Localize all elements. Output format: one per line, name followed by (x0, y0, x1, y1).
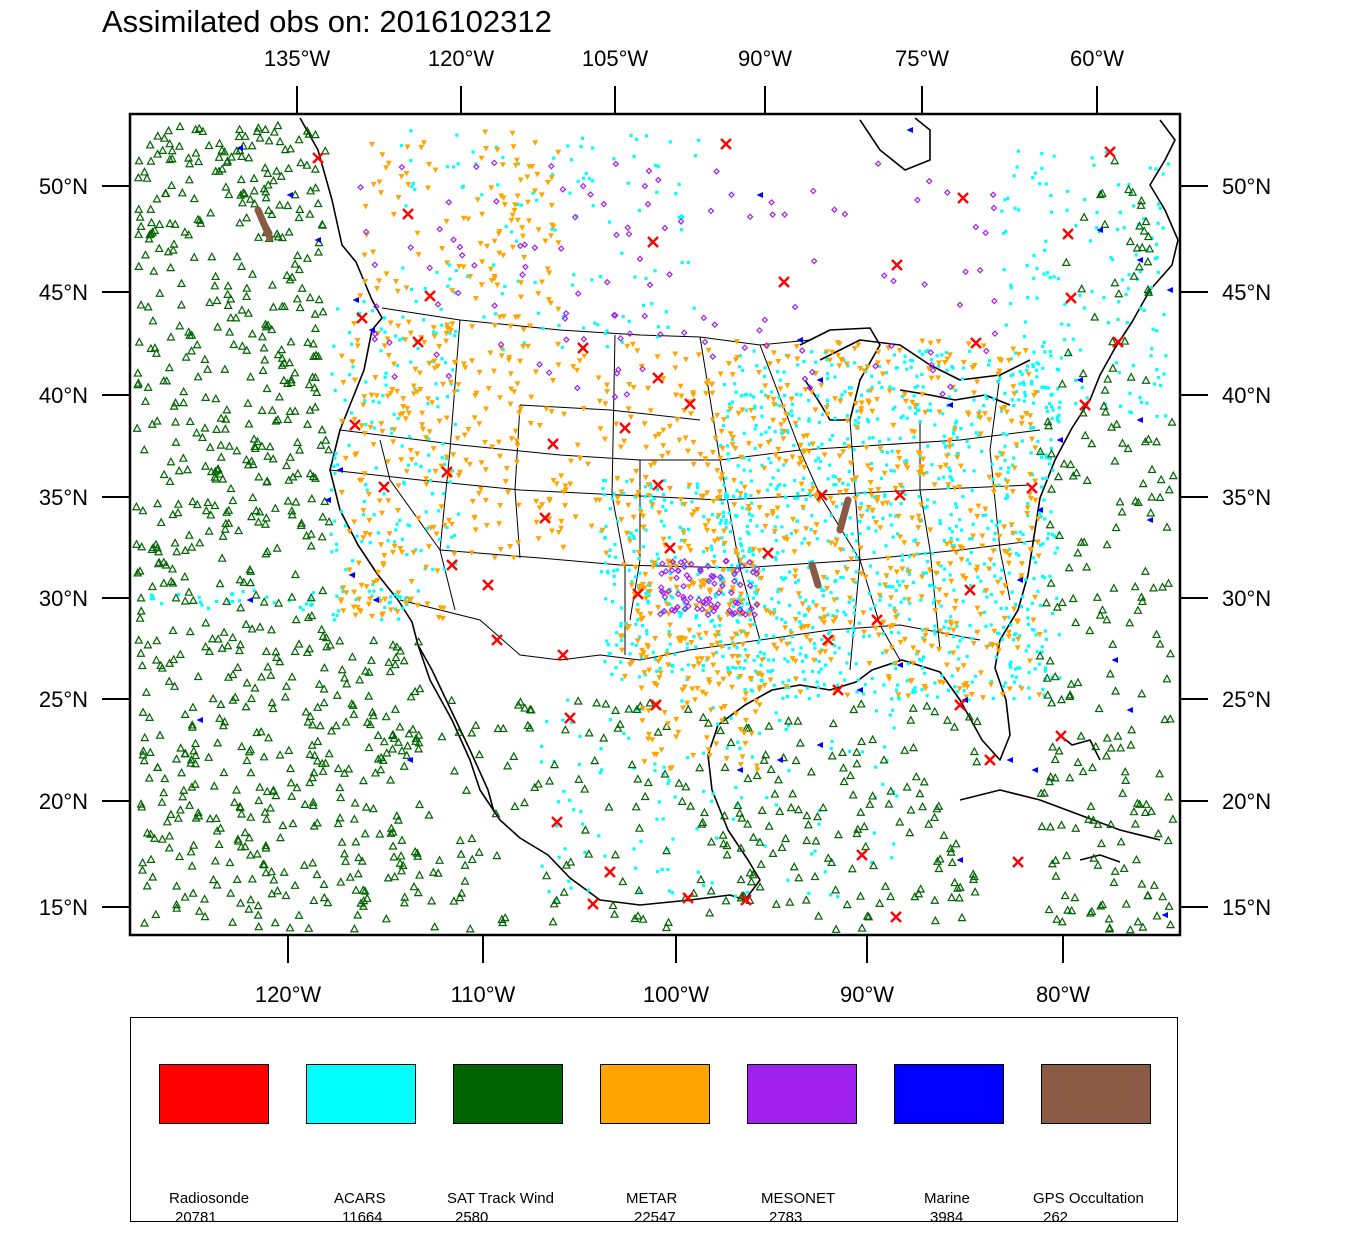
legend-label: ACARS (334, 1190, 386, 1207)
legend-item-mesonet: MESONET 2783 (747, 1064, 859, 1226)
legend-count: 2580 (455, 1209, 489, 1226)
coastlines (299, 117, 1179, 906)
legend-item-marine: Marine 3984 (894, 1064, 1006, 1226)
gps-occultation-observations (254, 206, 852, 589)
right-axis-label: 20°N (1222, 789, 1271, 814)
legend-swatch (453, 1064, 563, 1124)
sat-track-wind-observations (131, 120, 1178, 934)
right-axis-label: 25°N (1222, 687, 1271, 712)
left-axis-label: 35°N (39, 485, 88, 510)
right-axis-label: 30°N (1222, 586, 1271, 611)
right-axis-label: 15°N (1222, 895, 1271, 920)
bottom-axis-label: 80°W (1036, 982, 1090, 1007)
left-axis-labels: 50°N 45°N 40°N 35°N 30°N 25°N 20°N 15°N (39, 174, 88, 920)
bottom-axis-label: 110°W (451, 982, 516, 1007)
metar-observations (338, 129, 1043, 773)
legend-swatch (600, 1064, 710, 1124)
legend-label: Marine (924, 1190, 970, 1207)
bottom-axis-label: 90°W (840, 982, 894, 1007)
right-axis-label: 45°N (1222, 280, 1271, 305)
axis-ticks (102, 86, 1208, 963)
legend-item-sat-track-wind: SAT Track Wind 2580 (447, 1064, 565, 1226)
marine-observations (196, 127, 1173, 918)
legend: Radiosonde 20781 ACARS 11664 SAT Track W… (130, 1017, 1178, 1226)
left-axis-label: 50°N (39, 174, 88, 199)
legend-item-radiosonde: Radiosonde 20781 (159, 1064, 271, 1226)
legend-swatch (747, 1064, 857, 1124)
legend-label: MESONET (761, 1190, 836, 1207)
legend-item-acars: ACARS 11664 (306, 1064, 418, 1226)
right-axis-label: 50°N (1222, 174, 1271, 199)
top-axis-label: 60°W (1070, 46, 1124, 71)
legend-count: 2783 (769, 1209, 803, 1226)
legend-swatch (894, 1064, 1004, 1124)
left-axis-label: 15°N (39, 895, 88, 920)
political-borders (329, 307, 1041, 671)
top-axis-labels: 135°W 120°W 105°W 90°W 75°W 60°W (264, 46, 1124, 71)
acars-observations (149, 129, 1171, 902)
bottom-axis-label: 100°W (643, 982, 710, 1007)
right-axis-label: 40°N (1222, 383, 1271, 408)
map-frame (128, 112, 1182, 937)
left-axis-label: 20°N (39, 789, 88, 814)
legend-swatch (306, 1064, 416, 1124)
right-axis-label: 35°N (1222, 485, 1271, 510)
bottom-axis-label: 120°W (255, 982, 322, 1007)
bottom-axis-labels: 120°W 110°W 100°W 90°W 80°W (255, 982, 1090, 1007)
legend-item-gps-occultation: GPS Occultation 262 (1033, 1064, 1153, 1226)
top-axis-label: 135°W (264, 46, 331, 71)
legend-label: SAT Track Wind (447, 1190, 554, 1207)
legend-item-metar: METAR 22547 (600, 1064, 712, 1226)
legend-label: GPS Occultation (1033, 1190, 1144, 1207)
legend-count: 22547 (634, 1209, 676, 1226)
legend-count: 11664 (342, 1209, 383, 1226)
left-axis-label: 25°N (39, 687, 88, 712)
legend-label: Radiosonde (169, 1190, 250, 1207)
legend-swatch (1041, 1064, 1151, 1124)
legend-count: 262 (1043, 1209, 1069, 1226)
top-axis-label: 120°W (428, 46, 495, 71)
legend-count: 20781 (175, 1209, 217, 1226)
left-axis-label: 30°N (39, 586, 88, 611)
legend-count: 3984 (930, 1209, 964, 1226)
left-axis-label: 45°N (39, 280, 88, 305)
observation-map: 135°W 120°W 105°W 90°W 75°W 60°W 120°W 1… (39, 46, 1271, 1007)
radiosonde-observations (312, 138, 1124, 923)
right-axis-labels: 50°N 45°N 40°N 35°N 30°N 25°N 20°N 15°N (1222, 174, 1271, 920)
top-axis-label: 90°W (738, 46, 792, 71)
left-axis-label: 40°N (39, 383, 88, 408)
map-title: Assimilated obs on: 2016102312 (102, 4, 552, 39)
top-axis-label: 75°W (895, 46, 949, 71)
mesonet-observations (357, 159, 999, 619)
legend-label: METAR (626, 1190, 678, 1207)
top-axis-label: 105°W (582, 46, 649, 71)
legend-swatch (159, 1064, 269, 1124)
